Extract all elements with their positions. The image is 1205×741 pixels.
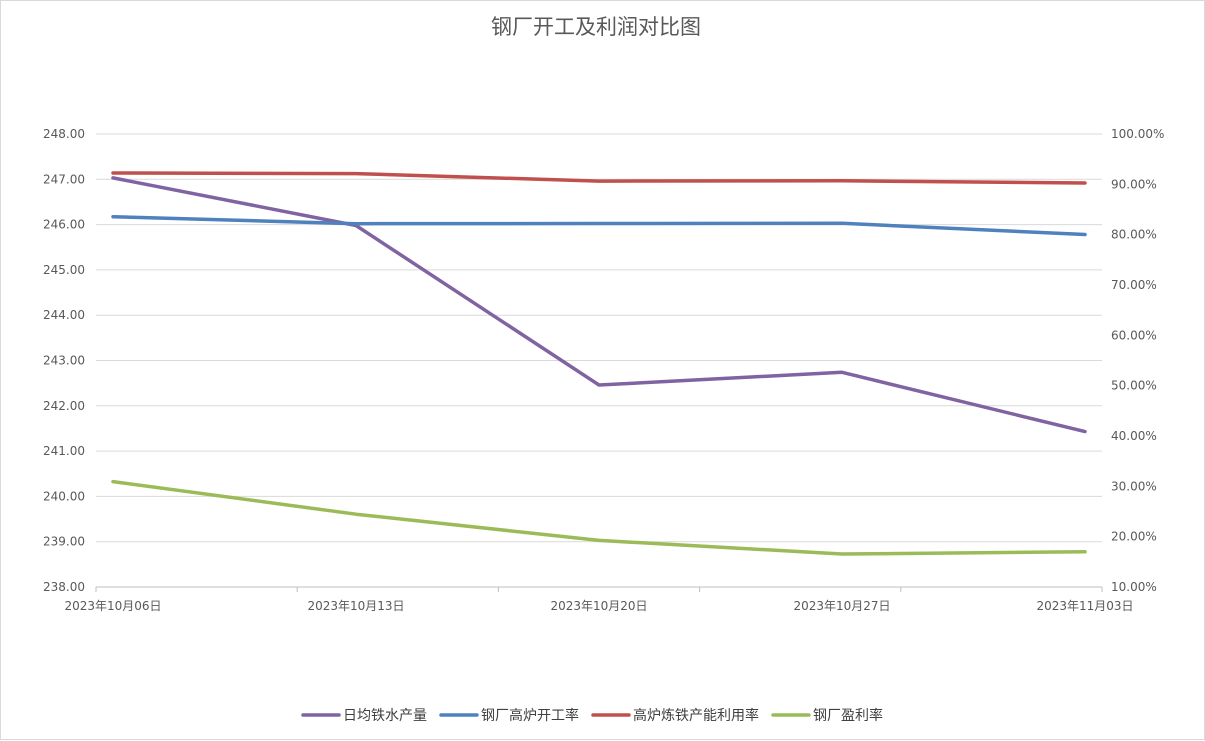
y-right-tick-label: 20.00% (1111, 530, 1157, 544)
x-tick-label: 2023年10月13日 (307, 599, 404, 613)
series-line (111, 176, 1087, 434)
series-line (111, 171, 1087, 185)
y-left-tick-label: 245.00 (43, 263, 85, 277)
series-line (111, 214, 1087, 237)
legend-label: 钢厂高炉开工率 (481, 707, 579, 724)
x-tick-label: 2023年10月27日 (793, 599, 890, 613)
y-left-tick-label: 246.00 (43, 218, 85, 232)
y-right-tick-label: 70.00% (1111, 278, 1157, 292)
y-left-tick-label: 244.00 (43, 308, 85, 322)
y-left-tick-label: 239.00 (43, 535, 85, 549)
y-left-tick-label: 238.00 (43, 580, 85, 594)
y-left-tick-label: 240.00 (43, 489, 85, 503)
y-right-tick-label: 50.00% (1111, 379, 1157, 393)
y-right-tick-label: 40.00% (1111, 429, 1157, 443)
y-left-tick-label: 248.00 (43, 127, 85, 141)
axes: 238.00 239.00 240.00 241.00 242.00 243.00 244.… (43, 127, 1164, 613)
y-right-tick-label: 100.00% (1111, 127, 1164, 141)
y-left-tick-label: 242.00 (43, 399, 85, 413)
legend-label: 日均铁水产量 (343, 708, 427, 724)
series-lines (111, 171, 1087, 556)
y-right-tick-label: 80.00% (1111, 228, 1157, 242)
x-tick-label: 2023年11月03日 (1036, 599, 1133, 613)
legend-label: 钢厂盈利率 (813, 707, 883, 724)
series-line (111, 479, 1087, 556)
chart-title: 钢厂开工及利润对比图 (491, 15, 701, 39)
legend-label: 高炉炼铁产能利用率 (633, 707, 759, 724)
y-left-tick-label: 241.00 (43, 444, 85, 458)
y-left-tick-label: 247.00 (43, 172, 85, 186)
legend: 日均铁水产量 钢厂高炉开工率 高炉炼铁产能利用率 钢厂盈利率 (301, 707, 883, 724)
x-tick-label: 2023年10月20日 (550, 599, 647, 613)
gridlines (96, 133, 1102, 543)
y-right-tick-label: 90.00% (1111, 177, 1157, 191)
y-left-tick-label: 243.00 (43, 354, 85, 368)
y-right-tick-label: 10.00% (1111, 580, 1157, 594)
y-right-tick-label: 30.00% (1111, 479, 1157, 493)
x-tick-label: 2023年10月06日 (64, 599, 161, 613)
y-right-tick-label: 60.00% (1111, 328, 1157, 342)
